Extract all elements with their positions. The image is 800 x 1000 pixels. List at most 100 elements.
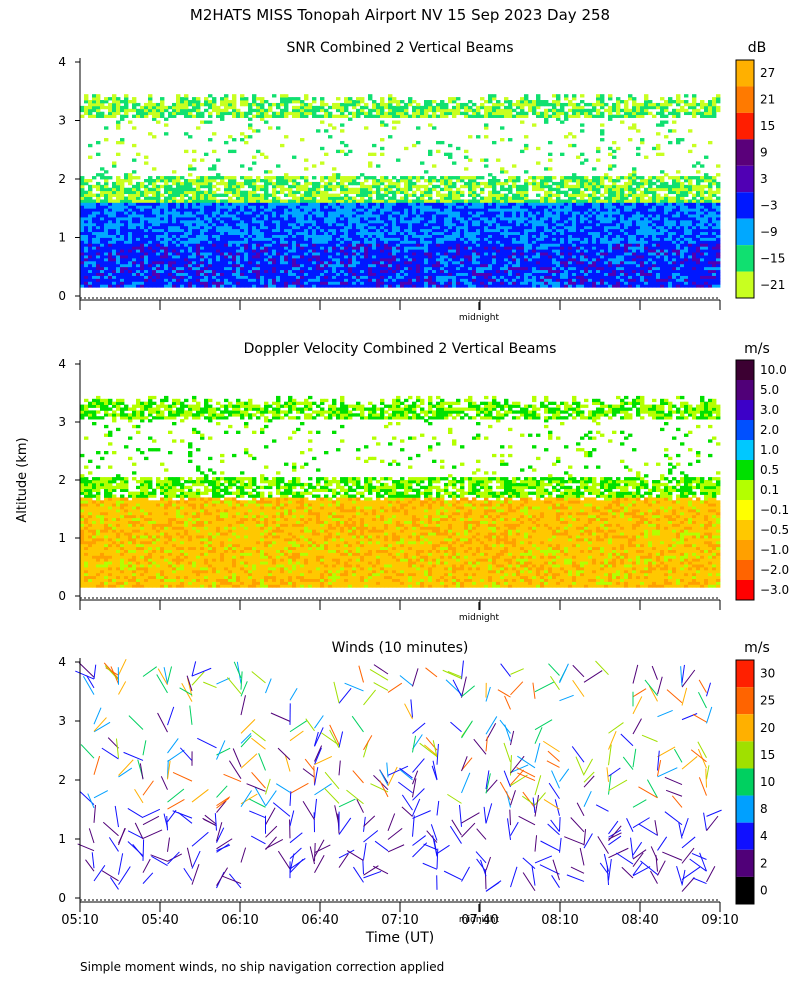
data-cell — [412, 222, 417, 227]
data-cell — [468, 181, 473, 186]
data-cell — [448, 252, 453, 256]
data-cell — [248, 199, 253, 203]
data-cell — [500, 108, 505, 113]
data-cell — [316, 228, 321, 233]
data-cell — [484, 237, 489, 241]
data-cell — [512, 225, 517, 230]
data-cell — [128, 108, 133, 113]
data-cell — [536, 228, 541, 233]
data-cell — [476, 211, 481, 215]
data-cell — [256, 275, 261, 279]
data-cell — [372, 228, 377, 233]
data-cell — [224, 243, 229, 247]
data-cell — [320, 231, 325, 235]
data-cell — [360, 249, 365, 253]
data-cell — [376, 181, 381, 186]
data-cell — [92, 211, 97, 215]
data-cell — [168, 193, 173, 197]
data-cell — [244, 111, 249, 116]
data-cell — [188, 266, 193, 271]
data-cell — [504, 97, 509, 101]
data-cell — [180, 211, 185, 215]
data-cell — [368, 217, 373, 221]
data-cell — [464, 108, 469, 113]
data-cell — [248, 240, 253, 244]
data-cell — [444, 211, 449, 215]
data-cell — [216, 246, 221, 250]
data-cell — [504, 179, 509, 183]
data-cell — [388, 284, 393, 288]
data-cell — [524, 225, 529, 230]
data-cell — [276, 257, 281, 262]
data-cell — [120, 184, 125, 189]
data-cell — [484, 214, 489, 218]
data-cell — [532, 202, 537, 206]
data-cell — [484, 222, 489, 227]
data-cell — [332, 275, 337, 279]
data-cell — [160, 102, 165, 107]
data-cell — [256, 105, 261, 110]
data-cell — [224, 184, 229, 189]
data-cell — [536, 217, 541, 221]
data-cell — [148, 272, 153, 276]
data-cell — [484, 114, 489, 118]
data-cell — [364, 219, 369, 224]
data-cell — [116, 123, 121, 127]
data-cell — [268, 199, 273, 203]
data-cell — [300, 284, 305, 288]
data-cell — [224, 102, 229, 107]
data-cell — [100, 105, 105, 110]
data-cell — [260, 179, 265, 183]
data-cell — [148, 246, 153, 250]
data-cell — [392, 205, 397, 209]
data-cell — [88, 272, 93, 276]
data-cell — [488, 190, 493, 195]
data-cell — [532, 123, 537, 127]
data-cell — [464, 155, 469, 159]
data-cell — [480, 269, 485, 273]
data-cell — [528, 208, 533, 212]
data-cell — [452, 234, 457, 238]
data-cell — [336, 243, 341, 247]
data-cell — [368, 278, 373, 282]
data-cell — [332, 102, 337, 107]
data-cell — [252, 219, 257, 224]
data-cell — [260, 255, 265, 259]
data-cell — [212, 272, 217, 276]
data-cell — [192, 167, 197, 171]
data-cell — [208, 100, 213, 104]
data-cell — [344, 284, 349, 288]
data-cell — [412, 205, 417, 209]
data-cell — [492, 275, 497, 279]
data-cell — [240, 202, 245, 206]
data-cell — [340, 105, 345, 110]
data-cell — [440, 105, 445, 110]
data-cell — [484, 272, 489, 276]
data-cell — [400, 114, 405, 118]
data-cell — [292, 284, 297, 288]
data-cell — [336, 240, 341, 244]
data-cell — [172, 111, 177, 116]
data-cell — [112, 237, 117, 241]
data-cell — [476, 246, 481, 250]
data-cell — [500, 126, 505, 130]
data-cell — [156, 260, 161, 265]
data-cell — [296, 190, 301, 195]
data-cell — [196, 179, 201, 183]
data-cell — [124, 187, 129, 192]
data-cell — [460, 179, 465, 183]
data-cell — [220, 231, 225, 235]
data-cell — [116, 266, 121, 271]
data-cell — [392, 196, 397, 200]
data-cell — [220, 243, 225, 247]
data-cell — [140, 225, 145, 230]
data-cell — [436, 281, 441, 285]
data-cell — [100, 228, 105, 233]
data-cell — [396, 111, 401, 116]
data-cell — [288, 281, 293, 285]
data-cell — [380, 202, 385, 206]
data-cell — [384, 257, 389, 262]
data-cell — [404, 228, 409, 233]
data-cell — [316, 281, 321, 285]
data-cell — [132, 217, 137, 221]
